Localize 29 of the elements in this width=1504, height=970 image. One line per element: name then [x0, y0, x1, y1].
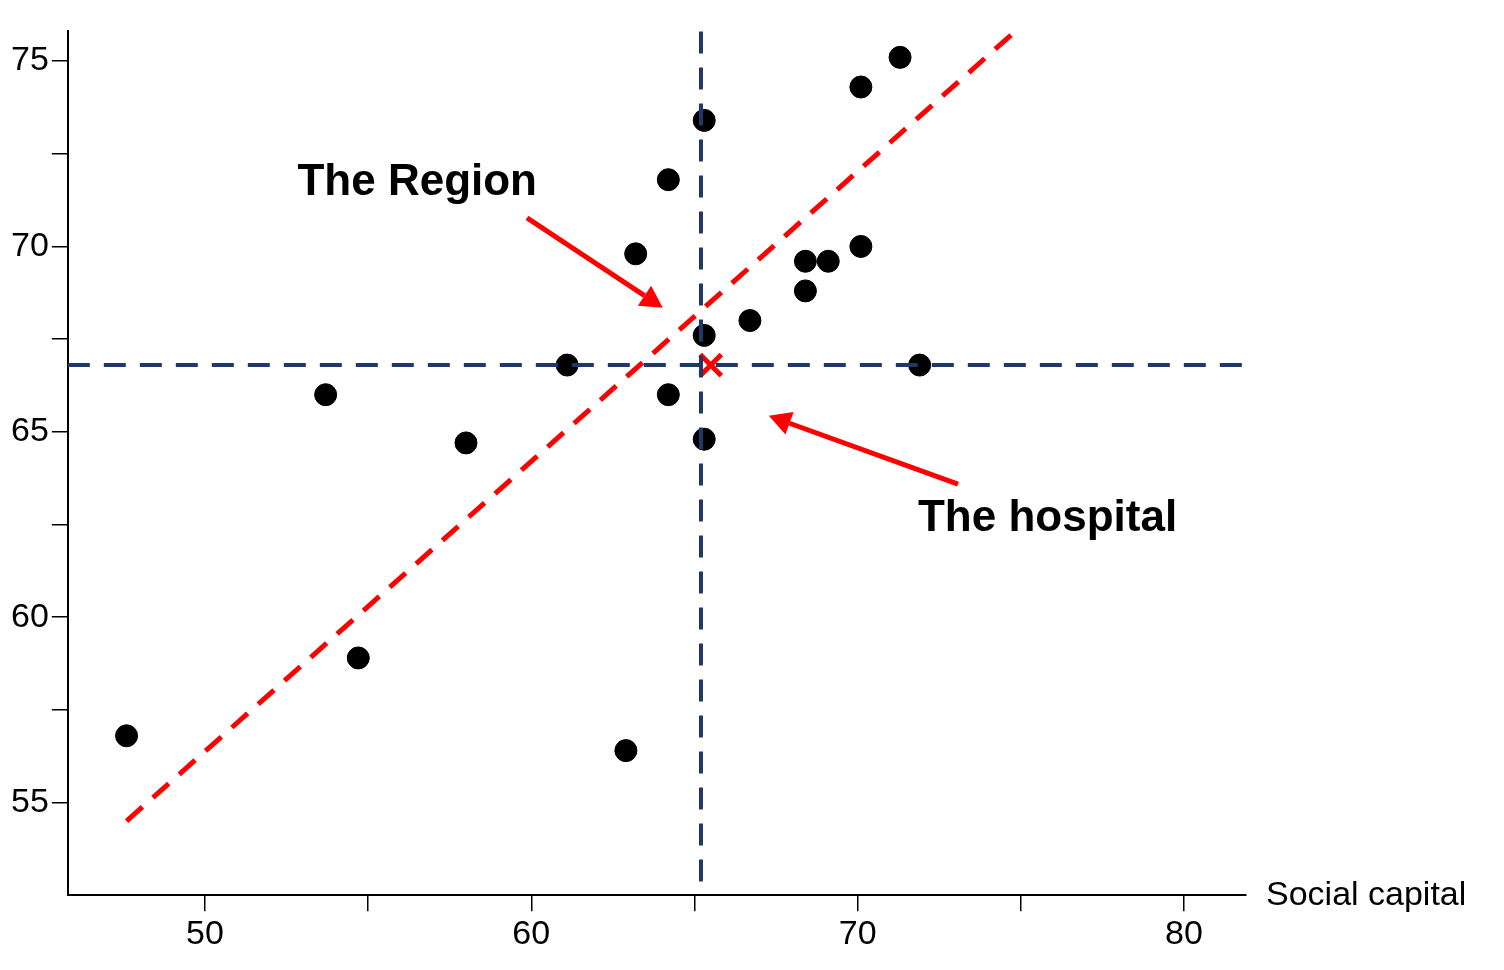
point: [849, 75, 873, 99]
point: [888, 45, 912, 69]
annotation: The Region: [297, 154, 537, 204]
annotation: The hospital: [917, 491, 1178, 541]
point: [614, 739, 638, 763]
point: [793, 249, 817, 273]
point: [908, 353, 932, 377]
x-axis-title: Social capital: [1266, 873, 1467, 912]
x-tick-label: 50: [185, 912, 224, 951]
point: [738, 309, 762, 333]
point: [656, 383, 680, 407]
point: [624, 242, 648, 266]
point: [555, 353, 579, 377]
point: [849, 234, 873, 258]
point: [346, 646, 370, 670]
point: [314, 383, 338, 407]
y-tick-label: 60: [10, 595, 49, 634]
y-tick-label: 70: [10, 224, 49, 263]
x-tick-label: 80: [1165, 912, 1203, 951]
x-tick-label: 60: [512, 912, 551, 951]
x-tick-label: 70: [838, 912, 877, 951]
point: [115, 724, 139, 748]
point: [793, 279, 817, 303]
y-tick-label: 65: [10, 410, 49, 449]
y-tick-label: 75: [10, 39, 49, 78]
y-tick-label: 55: [10, 780, 49, 819]
point: [454, 431, 478, 455]
point: [816, 249, 840, 273]
point: [656, 168, 680, 192]
